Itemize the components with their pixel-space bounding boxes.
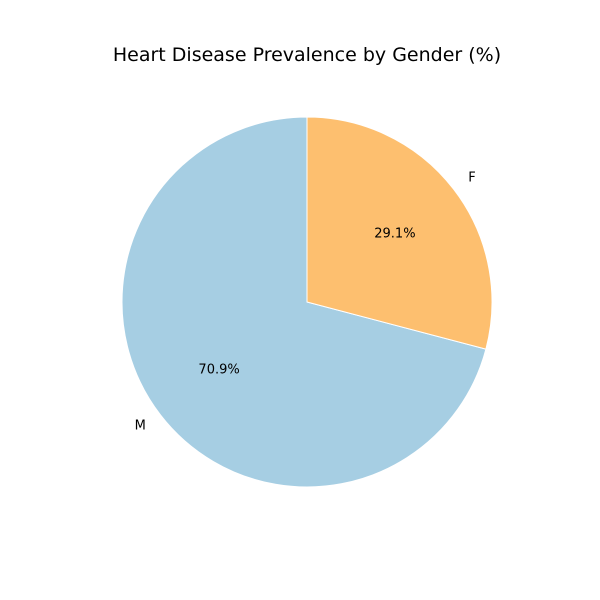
slice-label-f: F: [468, 170, 475, 185]
slice-value-f: 29.1%: [374, 227, 415, 242]
slice-label-m: M: [135, 419, 146, 434]
slice-value-m: 70.9%: [198, 362, 239, 377]
pie-slice-m: [121, 116, 487, 488]
slices-layer: [121, 116, 493, 488]
chart-title: Heart Disease Prevalence by Gender (%): [112, 44, 502, 66]
labels-layer: M 70.9% F 29.1%: [135, 170, 476, 433]
pie-slice-f: [306, 116, 493, 350]
